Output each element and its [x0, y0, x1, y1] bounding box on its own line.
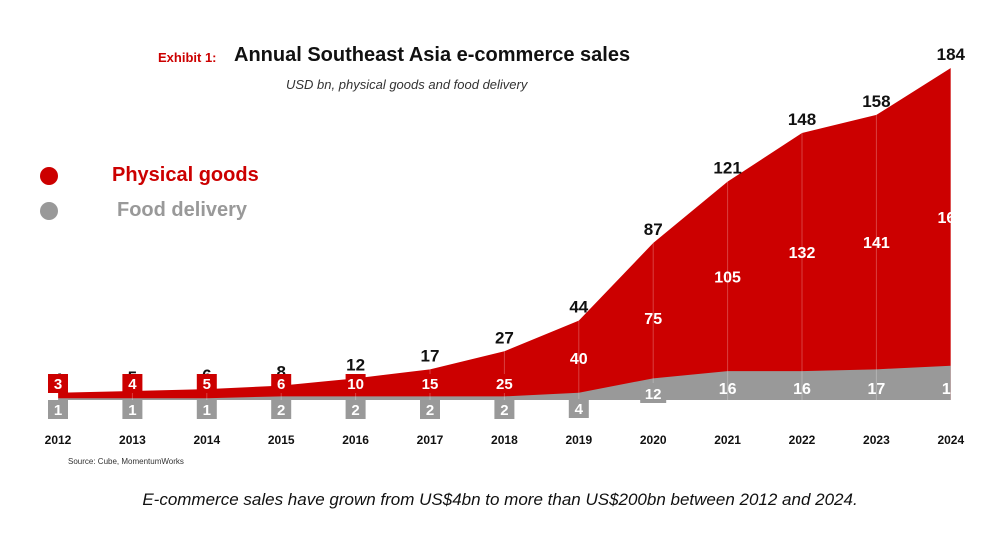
total-label: 158: [862, 92, 890, 111]
total-label: 87: [644, 220, 663, 239]
food-value-box: [640, 383, 667, 403]
x-tick-label: 2014: [193, 433, 220, 447]
physical-value-label: 105: [714, 269, 741, 286]
x-tick-label: 2017: [417, 433, 444, 447]
x-tick-label: 2022: [789, 433, 816, 447]
food-value-label: 16: [719, 381, 737, 398]
x-tick-label: 2012: [45, 433, 72, 447]
food-value-label: 1: [54, 402, 62, 419]
chart-subtitle: USD bn, physical goods and food delivery: [286, 77, 528, 92]
total-label: 121: [713, 159, 741, 178]
physical-value-box: [420, 374, 440, 393]
physical-value-label: 4: [128, 376, 137, 393]
food-value-label: 16: [793, 381, 811, 398]
food-value-label: 17: [868, 381, 886, 398]
physical-value-box: [196, 374, 217, 393]
physical-value-label: 141: [863, 235, 890, 252]
food-value-label: 4: [575, 401, 584, 418]
food-value-box: [420, 400, 440, 419]
legend-dot-physical-goods: [40, 167, 58, 185]
physical-value-label: 165: [937, 210, 964, 227]
x-tick-label: 2013: [119, 433, 146, 447]
food-value-label: 2: [426, 402, 434, 419]
physical-value-box: [494, 374, 515, 393]
food-value-label: 19: [942, 381, 960, 398]
x-tick-label: 2015: [268, 433, 295, 447]
physical-value-box: [345, 374, 366, 393]
total-label: 17: [421, 346, 440, 365]
physical-value-label: 25: [496, 376, 513, 393]
physical-value-label: 5: [203, 376, 211, 393]
x-tick-label: 2020: [640, 433, 667, 447]
food-value-label: 2: [277, 402, 285, 419]
total-label: 148: [788, 110, 816, 129]
physical-value-box: [48, 374, 68, 393]
physical-value-label: 75: [644, 311, 662, 328]
legend-item-physical-goods: Physical goods: [40, 164, 259, 186]
total-label: 27: [495, 328, 514, 347]
food-value-box: [568, 399, 589, 418]
physical-value-label: 15: [422, 376, 439, 393]
food-value-label: 12: [645, 386, 662, 403]
food-value-label: 2: [500, 402, 508, 419]
source-note: Source: Cube, MomentumWorks: [68, 457, 184, 466]
legend-item-food-delivery: Food delivery: [40, 199, 247, 221]
total-label: 44: [569, 298, 588, 317]
food-value-box: [196, 400, 217, 419]
legend-label-physical-goods: Physical goods: [112, 164, 259, 186]
physical-value-label: 40: [570, 351, 588, 368]
x-tick-label: 2016: [342, 433, 369, 447]
legend-label-food-delivery: Food delivery: [117, 199, 248, 221]
food-value-box: [271, 400, 292, 419]
food-value-label: 1: [203, 402, 211, 419]
physical-value-label: 10: [347, 376, 364, 393]
food-value-box: [345, 400, 366, 419]
physical-value-label: 132: [789, 245, 816, 262]
physical-value-label: 6: [277, 376, 285, 393]
food-value-box: [122, 400, 143, 419]
physical-value-box: [122, 374, 143, 393]
x-tick-label: 2024: [937, 433, 964, 447]
physical-goods-area: [58, 68, 951, 400]
x-tick-label: 2023: [863, 433, 890, 447]
exhibit-label: Exhibit 1:: [158, 50, 217, 65]
x-tick-label: 2018: [491, 433, 518, 447]
physical-value-box: [271, 374, 292, 393]
food-value-label: 2: [351, 402, 359, 419]
food-value-box: [48, 400, 68, 419]
total-label: 184: [937, 45, 966, 64]
legend-dot-food-delivery: [40, 202, 58, 220]
food-value-label: 1: [128, 402, 136, 419]
total-label: 12: [346, 355, 365, 374]
x-tick-label: 2021: [714, 433, 741, 447]
food-value-box: [494, 400, 515, 419]
x-tick-label: 2019: [565, 433, 592, 447]
footer-caption: E-commerce sales have grown from US$4bn …: [142, 490, 858, 509]
food-delivery-area: [58, 365, 951, 400]
chart-title: Annual Southeast Asia e-commerce sales: [234, 44, 631, 66]
total-label: 8: [276, 363, 285, 382]
physical-value-label: 3: [54, 376, 62, 393]
